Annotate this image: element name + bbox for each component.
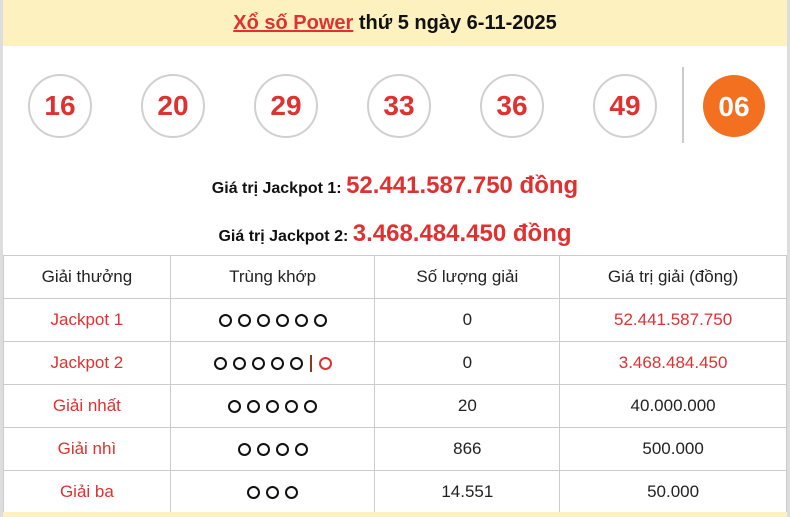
jackpot1-value: 52.441.587.750 đồng <box>346 172 579 199</box>
prize-count: 0 <box>374 341 561 385</box>
prize-name: Jackpot 1 <box>3 298 171 342</box>
match-circle-icon <box>247 400 261 414</box>
match-circle-icon <box>285 400 299 414</box>
match-circle-icon <box>237 314 251 328</box>
header-match: Trùng khớp <box>169 255 376 299</box>
prize-value: 3.468.484.450 <box>559 341 787 385</box>
match-circle-icon <box>251 357 265 371</box>
match-circle-icon <box>289 357 303 371</box>
number-ball: 16 <box>28 74 92 138</box>
prize-value: 52.441.587.750 <box>559 298 787 342</box>
match-circle-icon <box>247 486 261 500</box>
number-ball: 49 <box>593 74 657 138</box>
prize-value: 500.000 <box>559 427 787 471</box>
match-circle-icon <box>275 443 289 457</box>
table-row: Giải nhì 866 500.000 <box>3 427 787 471</box>
prize-count: 0 <box>374 298 561 342</box>
jackpot2-value: 3.468.484.450 đồng <box>352 220 572 247</box>
jackpot1-label: Giá trị Jackpot 1: <box>211 180 347 197</box>
match-circle-icon <box>285 486 299 500</box>
match-circle-icon <box>218 314 232 328</box>
match-pattern <box>169 298 376 342</box>
match-circle-icon <box>213 357 227 371</box>
ball-separator <box>682 67 684 143</box>
header-count: Số lượng giải <box>374 255 561 299</box>
table-row: Giải ba 14.551 50.000 <box>3 470 787 514</box>
match-circle-icon <box>256 443 270 457</box>
jackpot1-line: Giá trị Jackpot 1: 52.441.587.750 đồng <box>0 172 790 200</box>
match-pattern <box>169 384 376 428</box>
prize-name: Giải ba <box>3 470 171 514</box>
match-circle-icon <box>313 314 327 328</box>
prize-count: 866 <box>374 427 561 471</box>
table-row: Giải nhất 20 40.000.000 <box>3 384 787 428</box>
match-circle-icon <box>270 357 284 371</box>
number-ball: 20 <box>141 74 205 138</box>
prize-name: Jackpot 2 <box>3 341 171 385</box>
match-circle-icon <box>266 486 280 500</box>
divider-bar <box>309 355 312 373</box>
jackpot2-line: Giá trị Jackpot 2: 3.468.484.450 đồng <box>0 220 790 248</box>
table-row: Jackpot 2 0 3.468.484.450 <box>3 341 787 385</box>
header-prize: Giải thưởng <box>3 255 171 299</box>
match-circle-icon <box>256 314 270 328</box>
match-circle-icon <box>232 357 246 371</box>
special-ball: 06 <box>703 75 765 137</box>
prize-table: Giải thưởng Trùng khớp Số lượng giải Giá… <box>3 255 787 514</box>
match-pattern <box>169 341 376 385</box>
jackpot2-label: Giá trị Jackpot 2: <box>218 228 353 245</box>
number-ball: 29 <box>254 74 318 138</box>
footer-band <box>3 512 787 517</box>
match-circle-icon <box>294 314 308 328</box>
prize-name: Giải nhì <box>3 427 171 471</box>
match-circle-icon <box>275 314 289 328</box>
number-ball: 33 <box>367 74 431 138</box>
draw-date: thứ 5 ngày 6-11-2025 <box>353 12 557 34</box>
match-circle-icon <box>304 400 318 414</box>
match-circle-icon <box>228 400 242 414</box>
match-circle-icon <box>294 443 308 457</box>
prize-count: 20 <box>374 384 561 428</box>
match-pattern <box>169 470 376 514</box>
prize-value: 50.000 <box>559 470 787 514</box>
prize-count: 14.551 <box>374 470 561 514</box>
number-ball: 36 <box>480 74 544 138</box>
table-row: Jackpot 1 0 52.441.587.750 <box>3 298 787 342</box>
match-circle-icon <box>266 400 280 414</box>
power-lottery-link[interactable]: Xổ số Power <box>233 12 354 34</box>
header-value: Giá trị giải (đồng) <box>559 255 787 299</box>
special-circle-icon <box>318 357 332 371</box>
prize-value: 40.000.000 <box>559 384 787 428</box>
prize-name: Giải nhất <box>3 384 171 428</box>
match-pattern <box>169 427 376 471</box>
match-circle-icon <box>237 443 251 457</box>
results-header: Xổ số Power thứ 5 ngày 6-11-2025 <box>3 0 787 46</box>
